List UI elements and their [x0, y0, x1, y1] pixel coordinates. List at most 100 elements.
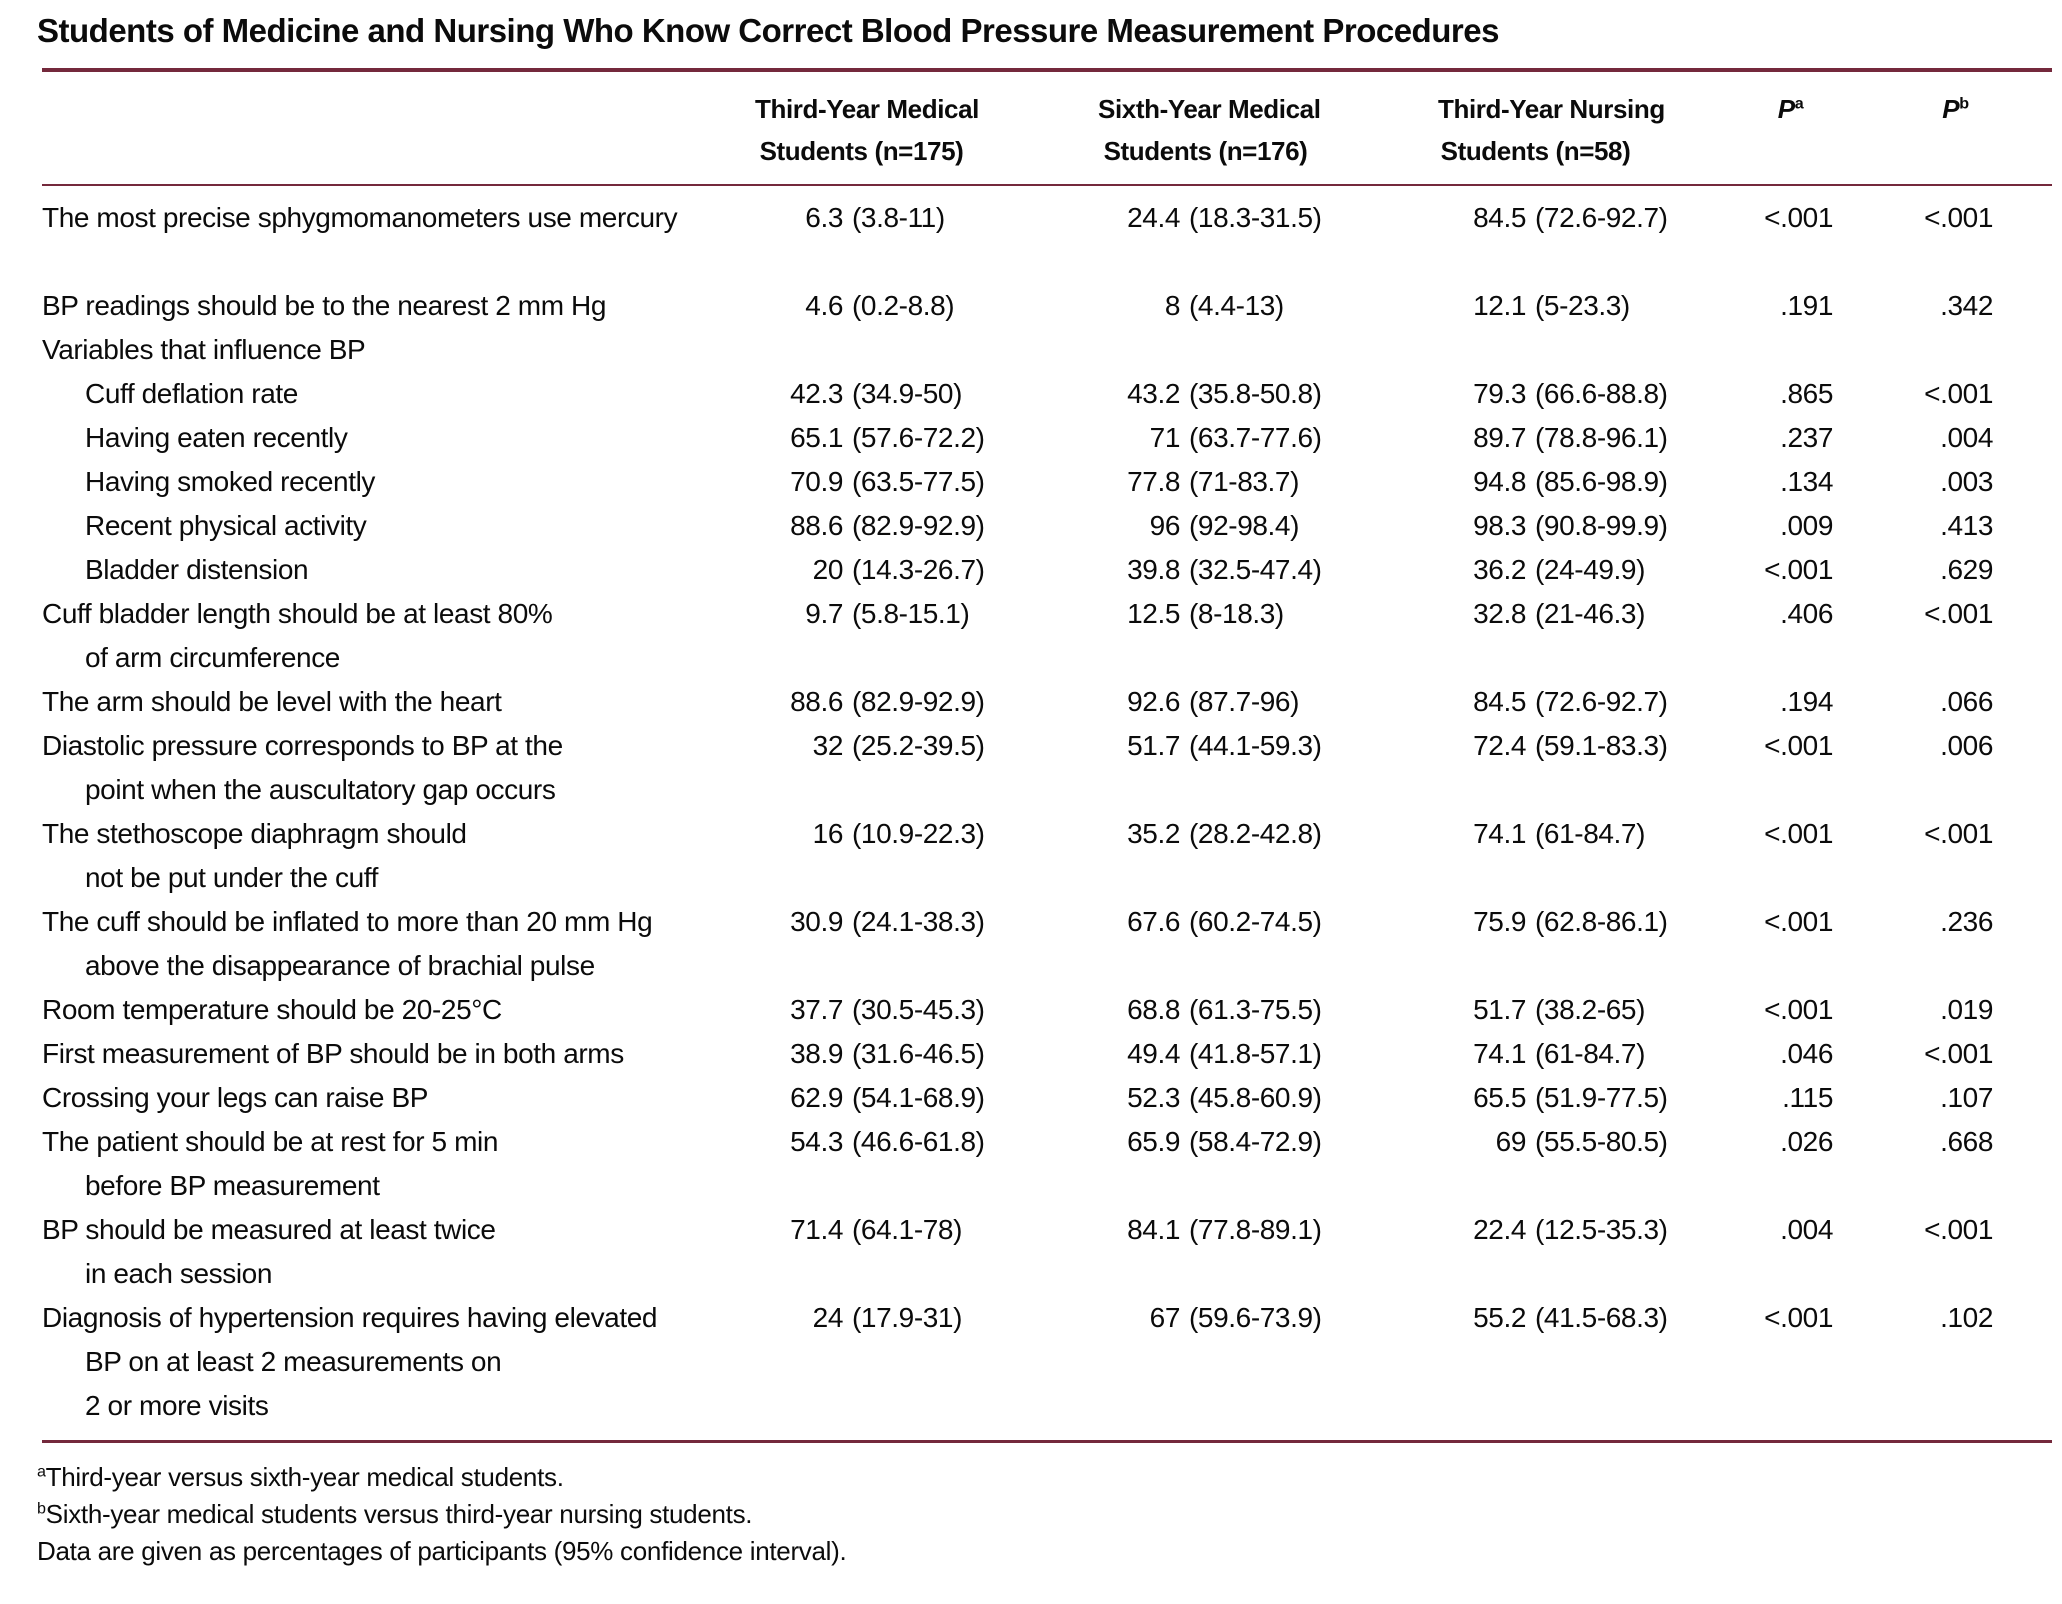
sixth-year-medical-value: 84.1	[1127, 1214, 1180, 1245]
row-label-line: The cuff should be inflated to more than…	[42, 906, 653, 937]
third-year-medical-confidence-interval: (63.5-77.5)	[852, 466, 985, 497]
sixth-year-medical-value: 43.2	[1127, 378, 1180, 409]
row-label-line: First measurement of BP should be in bot…	[42, 1038, 624, 1069]
third-year-nursing-value: 36.2	[1473, 554, 1526, 585]
third-year-nursing-value: 65.5	[1473, 1082, 1526, 1113]
column-header-item	[42, 88, 755, 172]
p-value-a: <.001	[1764, 730, 1833, 761]
row-label-line: in each session	[85, 1258, 273, 1289]
third-year-medical-value: 88.6	[790, 510, 843, 541]
sixth-year-medical-confidence-interval: (61.3-75.5)	[1189, 994, 1322, 1025]
row-label: The patient should be at rest for 5 min b…	[42, 1120, 755, 1208]
p-value-b: .006	[1940, 730, 1993, 761]
third-year-medical-confidence-interval: (34.9-50)	[852, 378, 963, 409]
sixth-year-medical-value: 52.3	[1127, 1082, 1180, 1113]
row-label-line: 2 or more visits	[85, 1390, 269, 1421]
p-value-a: .009	[1780, 510, 1833, 541]
third-year-nursing-confidence-interval: (61-84.7)	[1535, 818, 1646, 849]
row-label-line: Recent physical activity	[85, 510, 367, 541]
sixth-year-medical-value: 12.5	[1127, 598, 1180, 629]
sixth-year-medical-confidence-interval: (8-18.3)	[1189, 598, 1284, 629]
row-label: The arm should be level with the heart	[42, 680, 755, 724]
row-label-line: Diastolic pressure corresponds to BP at …	[42, 730, 563, 761]
p-value-b: .004	[1940, 422, 1993, 453]
p-value-b: .413	[1940, 510, 1993, 541]
p-value-b: <.001	[1924, 1214, 1993, 1245]
third-year-nursing-confidence-interval: (5-23.3)	[1535, 290, 1630, 321]
p-value-b: .342	[1940, 290, 1993, 321]
third-year-medical-confidence-interval: (14.3-26.7)	[852, 554, 985, 585]
row-label: First measurement of BP should be in bot…	[42, 1032, 755, 1076]
third-year-medical-value: 88.6	[790, 686, 843, 717]
sixth-year-medical-confidence-interval: (63.7-77.6)	[1189, 422, 1322, 453]
third-year-nursing-value: 12.1	[1473, 290, 1526, 321]
third-year-nursing-confidence-interval: (72.6-92.7)	[1535, 686, 1668, 717]
row-label-line: BP readings should be to the nearest 2 m…	[42, 290, 607, 321]
table-row: The arm should be level with the heart 88…	[42, 680, 2062, 724]
sixth-year-medical-confidence-interval: (32.5-47.4)	[1189, 554, 1322, 585]
p-value-a: <.001	[1764, 202, 1833, 233]
p-value-a: <.001	[1764, 1302, 1833, 1333]
third-year-nursing-confidence-interval: (21-46.3)	[1535, 598, 1646, 629]
row-label-line: Having smoked recently	[85, 466, 375, 497]
third-year-medical-value: 37.7	[790, 994, 843, 1025]
row-label-line: Having eaten recently	[85, 422, 348, 453]
third-year-medical-value: 42.3	[790, 378, 843, 409]
row-label: Having eaten recently	[42, 416, 755, 460]
third-year-nursing-confidence-interval: (78.8-96.1)	[1535, 422, 1668, 453]
third-year-nursing-confidence-interval: (59.1-83.3)	[1535, 730, 1668, 761]
third-year-nursing-confidence-interval: (61-84.7)	[1535, 1038, 1646, 1069]
row-label-line: Diagnosis of hypertension requires havin…	[42, 1302, 658, 1333]
sixth-year-medical-confidence-interval: (41.8-57.1)	[1189, 1038, 1322, 1069]
table-header-row: Third-Year Medical Students (n=175) Sixt…	[42, 72, 2062, 184]
sixth-year-medical-value: 24.4	[1127, 202, 1180, 233]
third-year-medical-value: 9.7	[805, 598, 843, 629]
table-row: The cuff should be inflated to more than…	[42, 900, 2062, 988]
row-label-line: Room temperature should be 20-25°C	[42, 994, 502, 1025]
row-label: Cuff deflation rate	[42, 372, 755, 416]
table-title: Students of Medicine and Nursing Who Kno…	[37, 12, 1499, 49]
sixth-year-medical-confidence-interval: (77.8-89.1)	[1189, 1214, 1322, 1245]
row-label: Variables that influence BP	[42, 328, 755, 372]
third-year-medical-confidence-interval: (82.9-92.9)	[852, 686, 985, 717]
third-year-medical-value: 24	[812, 1302, 844, 1333]
p-value-a: .134	[1780, 466, 1833, 497]
row-label-line: Bladder distension	[85, 554, 309, 585]
third-year-medical-confidence-interval: (82.9-92.9)	[852, 510, 985, 541]
sixth-year-medical-confidence-interval: (58.4-72.9)	[1189, 1126, 1322, 1157]
row-label: BP readings should be to the nearest 2 m…	[42, 284, 755, 328]
p-value-b: .236	[1940, 906, 1993, 937]
table-footnotes: aThird-year versus sixth-year medical st…	[37, 1459, 2032, 1570]
table-row: The stethoscope diaphragm should not be p…	[42, 812, 2062, 900]
third-year-medical-confidence-interval: (30.5-45.3)	[852, 994, 985, 1025]
third-year-medical-confidence-interval: (10.9-22.3)	[852, 818, 985, 849]
row-label: The stethoscope diaphragm should not be p…	[42, 812, 755, 900]
third-year-medical-confidence-interval: (25.2-39.5)	[852, 730, 985, 761]
third-year-medical-confidence-interval: (57.6-72.2)	[852, 422, 985, 453]
p-value-a: .191	[1780, 290, 1833, 321]
bottom-rule	[42, 1440, 2052, 1443]
table-row: Diastolic pressure corresponds to BP at …	[42, 724, 2062, 812]
third-year-nursing-value: 98.3	[1473, 510, 1526, 541]
footnote-data-note: Data are given as percentages of partici…	[37, 1536, 847, 1566]
column-header-third-year-medical: Third-Year Medical Students (n=175)	[755, 94, 979, 166]
third-year-medical-value: 30.9	[790, 906, 843, 937]
third-year-nursing-value: 74.1	[1473, 1038, 1526, 1069]
row-label-line: Cuff deflation rate	[85, 378, 298, 409]
third-year-nursing-confidence-interval: (51.9-77.5)	[1535, 1082, 1668, 1113]
third-year-nursing-value: 55.2	[1473, 1302, 1526, 1333]
table-body: The most precise sphygmomanometers use m…	[0, 186, 2062, 1440]
p-value-b: .019	[1940, 994, 1993, 1025]
third-year-medical-confidence-interval: (24.1-38.3)	[852, 906, 985, 937]
third-year-medical-confidence-interval: (0.2-8.8)	[852, 290, 955, 321]
third-year-nursing-value: 84.5	[1473, 686, 1526, 717]
p-value-a: .046	[1780, 1038, 1833, 1069]
column-header-sixth-year-medical: Sixth-Year Medical Students (n=176)	[1098, 94, 1321, 166]
table-row: First measurement of BP should be in bot…	[42, 1032, 2062, 1076]
third-year-medical-value: 4.6	[805, 290, 843, 321]
row-label-line: Variables that influence BP	[42, 334, 366, 365]
third-year-medical-confidence-interval: (64.1-78)	[852, 1214, 963, 1245]
sixth-year-medical-confidence-interval: (45.8-60.9)	[1189, 1082, 1322, 1113]
third-year-medical-confidence-interval: (3.8-11)	[852, 202, 945, 233]
